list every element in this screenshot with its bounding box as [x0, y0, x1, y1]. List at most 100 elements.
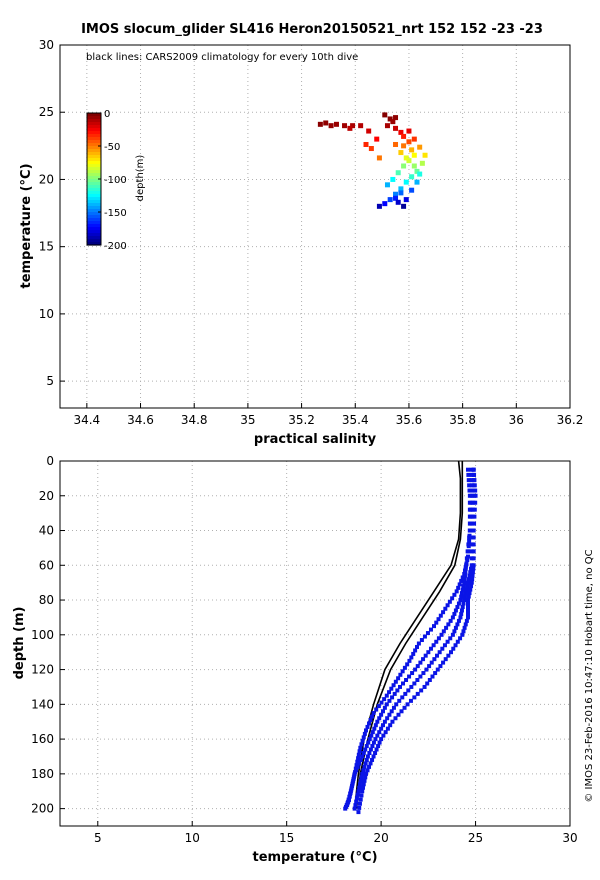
- colorbar-segment: [87, 152, 101, 156]
- profile-point: [360, 754, 365, 759]
- profile-point: [460, 605, 465, 609]
- profile-point: [364, 744, 369, 749]
- profile-point: [351, 778, 356, 783]
- ts-point: [393, 141, 399, 147]
- ts-y-label: temperature (°C): [19, 163, 34, 288]
- ts-point: [401, 143, 407, 149]
- ts-y-tick-label: 20: [39, 172, 54, 186]
- profile-point: [357, 749, 362, 754]
- profile-y-tick-label: 120: [31, 663, 54, 677]
- profile-point: [456, 585, 461, 590]
- profile-point: [456, 601, 461, 606]
- profile-point: [404, 678, 409, 682]
- profile-point: [441, 629, 446, 634]
- ts-point: [347, 125, 353, 131]
- profile-point: [366, 740, 371, 745]
- profile-point: [385, 716, 390, 721]
- ts-y-ticks: 5 10 15 20 25 30: [39, 38, 65, 388]
- ts-point: [414, 168, 420, 174]
- ts-point: [403, 155, 409, 161]
- ts-point: [411, 152, 417, 158]
- profile-x-tick-label: 20: [373, 831, 388, 845]
- profile-point: [467, 483, 472, 488]
- profile-point: [430, 674, 435, 679]
- colorbar-segment: [87, 149, 101, 153]
- profile-point: [409, 684, 414, 689]
- profile-point: [462, 598, 467, 603]
- ts-point: [363, 141, 369, 147]
- profile-point: [445, 603, 450, 608]
- profile-point: [472, 507, 477, 512]
- profile-point: [453, 625, 458, 630]
- profile-point: [466, 605, 470, 609]
- profile-point: [384, 702, 389, 707]
- profile-point: [460, 632, 465, 637]
- profile-point: [418, 674, 423, 679]
- profile-point: [446, 653, 451, 658]
- profile-point: [451, 646, 456, 651]
- profile-point: [348, 792, 353, 797]
- profile-point: [441, 660, 446, 665]
- profile-point: [436, 617, 441, 622]
- ts-point: [411, 136, 417, 142]
- profile-point: [357, 761, 362, 766]
- profile-point: [360, 789, 365, 794]
- profile-point: [441, 610, 446, 615]
- profile-point: [439, 632, 444, 637]
- profile-point: [448, 618, 453, 623]
- ts-point: [333, 121, 339, 127]
- profile-point: [352, 771, 357, 776]
- colorbar-segment: [87, 203, 101, 207]
- profile-point: [466, 601, 470, 606]
- profile-point: [375, 733, 380, 738]
- colorbar-segment: [87, 200, 101, 204]
- temperature-depth-profile: 5 10 15 20 25 30 020406080100120140160180200 …: [12, 454, 578, 865]
- profile-point: [394, 702, 399, 707]
- colorbar-segment: [87, 197, 101, 201]
- profile-point: [471, 528, 476, 533]
- profile-point: [467, 535, 472, 540]
- profile-point: [409, 655, 414, 660]
- profile-point: [464, 587, 469, 592]
- profile-point: [444, 625, 449, 630]
- profile-point: [466, 472, 471, 477]
- profile-point: [377, 730, 382, 735]
- profile-axes-box: [59, 460, 571, 827]
- profile-point: [466, 580, 470, 585]
- profile-point: [449, 650, 453, 655]
- ts-point: [417, 144, 423, 150]
- ts-point: [422, 152, 428, 158]
- profile-point: [379, 700, 384, 705]
- profile-point: [440, 646, 445, 651]
- profile-point: [458, 615, 463, 620]
- colorbar-segment: [87, 173, 101, 177]
- ts-point: [401, 133, 407, 139]
- colorbar-segment: [87, 143, 101, 147]
- profile-point: [373, 737, 378, 742]
- profile-series: [343, 460, 478, 815]
- profile-point: [473, 500, 478, 505]
- ts-x-tick-label: 35.6: [396, 413, 423, 427]
- ts-grid: [60, 44, 571, 408]
- profile-x-label: temperature (°C): [252, 850, 377, 865]
- profile-point: [376, 704, 381, 709]
- profile-point: [457, 582, 462, 587]
- colorbar-segment: [87, 155, 101, 159]
- colorbar-segment: [87, 209, 101, 213]
- ts-point: [317, 121, 323, 127]
- ts-point: [409, 147, 415, 153]
- profile-x-tick-label: 25: [468, 831, 483, 845]
- colorbar-segment: [87, 176, 101, 180]
- profile-point: [357, 801, 362, 806]
- ts-point: [382, 201, 388, 207]
- profile-point: [390, 695, 395, 700]
- ts-point: [401, 203, 407, 209]
- profile-point: [459, 578, 464, 583]
- profile-point: [418, 660, 423, 665]
- profile-point: [406, 688, 411, 693]
- profile-point: [472, 472, 477, 477]
- colorbar-segment: [87, 170, 101, 174]
- profile-point: [415, 644, 419, 649]
- profile-point: [443, 606, 448, 611]
